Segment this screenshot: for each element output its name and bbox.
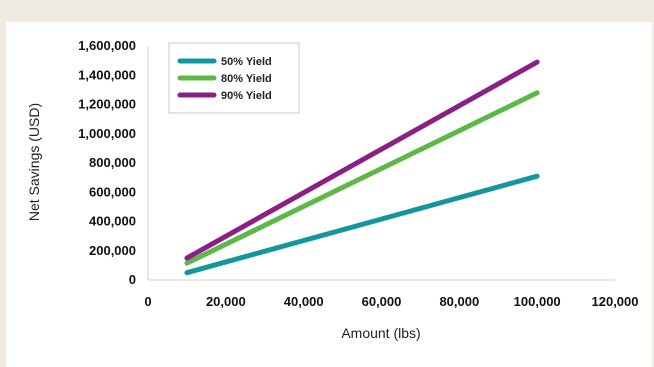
series-line-50-yield xyxy=(184,173,540,276)
y-tick-label: 600,000 xyxy=(89,184,136,199)
x-tick-labels: 0 20,000 40,000 60,000 80,000 100,000 120,000 xyxy=(144,294,638,309)
legend-label-90-yield: 90% Yield xyxy=(221,90,272,102)
legend-label-50-yield: 50% Yield xyxy=(221,56,272,68)
y-tick-label: 400,000 xyxy=(89,214,136,229)
axes xyxy=(147,46,615,281)
y-tick-label: 200,000 xyxy=(89,243,136,258)
legend: 50% Yield 80% Yield 90% Yield xyxy=(168,42,300,114)
y-tick-label: 0 xyxy=(129,272,136,287)
legend-label-80-yield: 80% Yield xyxy=(221,73,272,85)
x-tick-label: 100,000 xyxy=(514,294,561,309)
x-tick-label: 40,000 xyxy=(284,294,324,309)
y-tick-label: 1,200,000 xyxy=(78,97,136,112)
x-axis-title: Amount (lbs) xyxy=(341,325,420,341)
y-axis-title: Net Savings (USD) xyxy=(26,103,42,221)
x-tick-label: 20,000 xyxy=(206,294,246,309)
series-line-90-yield xyxy=(184,59,540,261)
y-tick-label: 1,000,000 xyxy=(78,126,136,141)
series-line-80-yield xyxy=(184,90,540,266)
y-tick-label: 800,000 xyxy=(89,155,136,170)
y-tick-label: 1,600,000 xyxy=(78,38,136,53)
x-tick-label: 80,000 xyxy=(439,294,479,309)
y-tick-label: 1,400,000 xyxy=(78,67,136,82)
y-tick-labels: 0 200,000 400,000 600,000 800,000 1,000,000 1,… xyxy=(78,38,136,287)
x-tick-label: 120,000 xyxy=(592,294,639,309)
x-tick-label: 60,000 xyxy=(362,294,402,309)
x-tick-label: 0 xyxy=(144,294,151,309)
series-lines xyxy=(184,59,540,276)
